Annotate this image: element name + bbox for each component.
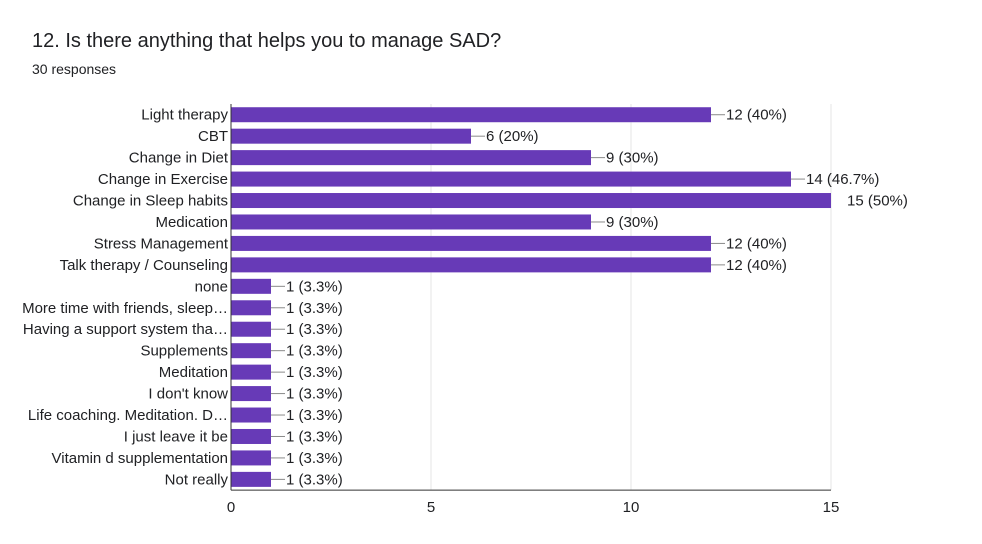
category-label: Not really — [165, 471, 229, 488]
category-label: Meditation — [159, 364, 228, 381]
bar — [231, 343, 271, 359]
data-label: 1 (3.3%) — [286, 386, 343, 403]
data-label: 1 (3.3%) — [286, 428, 343, 445]
bar — [231, 214, 591, 230]
category-label: I just leave it be — [124, 428, 228, 445]
x-tick-label: 0 — [227, 499, 235, 516]
bar — [231, 107, 711, 123]
category-label: Life coaching. Meditation. D… — [28, 407, 228, 424]
data-label: 12 (40%) — [726, 107, 787, 124]
data-label: 1 (3.3%) — [286, 471, 343, 488]
category-label: Medication — [155, 214, 228, 231]
category-label: Change in Sleep habits — [73, 193, 228, 210]
data-label: 15 (50%) — [847, 193, 908, 210]
x-tick-label: 5 — [427, 499, 435, 516]
bar — [231, 128, 471, 144]
data-label: 1 (3.3%) — [286, 364, 343, 381]
category-label: Having a support system tha… — [23, 321, 228, 338]
bar — [231, 150, 591, 166]
bar — [231, 450, 271, 466]
bar — [231, 471, 271, 487]
category-label: Stress Management — [94, 235, 229, 252]
category-label: Change in Diet — [129, 150, 229, 167]
data-label: 1 (3.3%) — [286, 278, 343, 295]
category-label: CBT — [198, 128, 228, 145]
bar — [231, 235, 711, 251]
category-label: Talk therapy / Counseling — [60, 257, 228, 274]
data-label: 9 (30%) — [606, 150, 659, 167]
data-label: 6 (20%) — [486, 128, 539, 145]
bar — [231, 386, 271, 402]
bar — [231, 407, 271, 423]
bar — [231, 364, 271, 380]
data-label: 1 (3.3%) — [286, 450, 343, 467]
category-label: none — [195, 278, 228, 295]
bar — [231, 428, 271, 444]
bar — [231, 193, 831, 209]
bar — [231, 278, 271, 294]
category-label: Change in Exercise — [98, 171, 228, 188]
category-label: More time with friends, sleep… — [22, 300, 228, 317]
data-label: 14 (46.7%) — [806, 171, 879, 188]
data-label: 1 (3.3%) — [286, 321, 343, 338]
bar — [231, 171, 791, 187]
data-label: 12 (40%) — [726, 235, 787, 252]
question-title: 12. Is there anything that helps you to … — [32, 30, 502, 52]
response-count: 30 responses — [32, 61, 117, 77]
bar — [231, 321, 271, 337]
x-tick-label: 15 — [823, 499, 840, 516]
data-label: 1 (3.3%) — [286, 407, 343, 424]
category-label: Vitamin d supplementation — [52, 450, 229, 467]
category-label: Supplements — [140, 343, 228, 360]
category-label: Light therapy — [141, 107, 228, 124]
category-label: I don't know — [148, 386, 228, 403]
data-label: 1 (3.3%) — [286, 300, 343, 317]
data-label: 1 (3.3%) — [286, 343, 343, 360]
bar — [231, 257, 711, 273]
bar — [231, 300, 271, 316]
data-label: 12 (40%) — [726, 257, 787, 274]
x-tick-label: 10 — [623, 499, 640, 516]
data-label: 9 (30%) — [606, 214, 659, 231]
